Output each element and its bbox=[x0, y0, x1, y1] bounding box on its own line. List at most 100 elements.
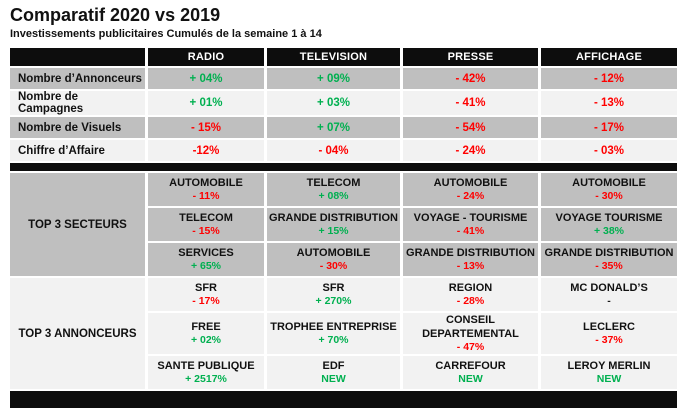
secteur-name: AUTOMOBILE bbox=[169, 177, 243, 189]
metric-value: - 04% bbox=[267, 140, 400, 161]
metric-value: + 07% bbox=[267, 117, 400, 138]
header-row: RADIO TELEVISION PRESSE AFFICHAGE bbox=[10, 48, 677, 66]
annonceur-name: LECLERC bbox=[583, 321, 635, 333]
column-header-presse: PRESSE bbox=[403, 48, 538, 66]
secteur-cell: GRANDE DISTRIBUTION - 35% bbox=[541, 243, 677, 276]
secteur-cell: TELECOM - 15% bbox=[148, 208, 264, 241]
secteur-change: - 41% bbox=[456, 225, 485, 237]
metric-label: Nombre de Campagnes bbox=[10, 91, 145, 115]
metric-value: - 15% bbox=[148, 117, 264, 138]
metric-value: - 17% bbox=[541, 117, 677, 138]
annonceur-change: - 17% bbox=[192, 295, 220, 307]
secteur-cell: GRANDE DISTRIBUTION + 15% bbox=[267, 208, 400, 241]
secteur-change: - 24% bbox=[456, 190, 485, 202]
secteur-name: AUTOMOBILE bbox=[433, 177, 508, 189]
metric-value: - 13% bbox=[541, 91, 677, 115]
secteur-name: GRANDE DISTRIBUTION bbox=[544, 247, 674, 259]
annonceur-change: NEW bbox=[596, 373, 622, 385]
annonceur-cell: REGION - 28% bbox=[403, 278, 538, 311]
metric-label: Chiffre d’Affaire bbox=[10, 140, 145, 161]
metric-value: + 04% bbox=[148, 68, 264, 89]
comparison-table: RADIO TELEVISION PRESSE AFFICHAGE Nombre… bbox=[7, 46, 680, 410]
annonceur-cell: EDF NEW bbox=[267, 356, 400, 389]
secteur-name: GRANDE DISTRIBUTION bbox=[269, 212, 398, 224]
annonceur-name: CARREFOUR bbox=[435, 360, 506, 372]
secteur-change: + 65% bbox=[190, 260, 222, 272]
secteur-name: VOYAGE TOURISME bbox=[555, 212, 663, 224]
annonceur-cell: CARREFOUR NEW bbox=[403, 356, 538, 389]
secteur-name: SERVICES bbox=[178, 247, 234, 259]
metric-label: Nombre de Visuels bbox=[10, 117, 145, 138]
separator-bar bbox=[10, 163, 677, 171]
separator-row bbox=[10, 163, 677, 171]
secteurs-group-label: TOP 3 SECTEURS bbox=[10, 173, 145, 276]
metric-value: + 01% bbox=[148, 91, 264, 115]
annonceur-name: TROPHEE ENTREPRISE bbox=[270, 321, 397, 333]
annonceur-change: NEW bbox=[458, 373, 483, 385]
secteur-name: VOYAGE - TOURISME bbox=[413, 212, 528, 224]
secteur-change: + 08% bbox=[318, 190, 349, 202]
metric-value: - 54% bbox=[403, 117, 538, 138]
secteur-change: + 15% bbox=[318, 225, 349, 237]
annonceur-change: - 28% bbox=[456, 295, 485, 307]
metric-value: - 12% bbox=[541, 68, 677, 89]
annonceur-cell: FREE + 02% bbox=[148, 313, 264, 354]
secteur-cell: VOYAGE - TOURISME - 41% bbox=[403, 208, 538, 241]
secteur-cell: AUTOMOBILE - 30% bbox=[267, 243, 400, 276]
annonceur-cell: MC DONALD’S - bbox=[541, 278, 677, 311]
metric-value: -12% bbox=[148, 140, 264, 161]
metric-value: - 41% bbox=[403, 91, 538, 115]
annonceur-change: + 270% bbox=[315, 295, 352, 307]
metric-label: Nombre d’Annonceurs bbox=[10, 68, 145, 89]
annonceur-name: FREE bbox=[191, 321, 221, 333]
annonceur-cell: SFR - 17% bbox=[148, 278, 264, 311]
secteur-cell: GRANDE DISTRIBUTION - 13% bbox=[403, 243, 538, 276]
secteur-change: - 30% bbox=[319, 260, 348, 272]
secteur-name: AUTOMOBILE bbox=[296, 247, 371, 259]
metric-row-visuels: Nombre de Visuels - 15% + 07% - 54% - 17… bbox=[10, 117, 677, 138]
column-header-empty bbox=[10, 48, 145, 66]
secteur-change: + 38% bbox=[593, 225, 625, 237]
secteur-name: TELECOM bbox=[179, 212, 233, 224]
annonceur-cell: LEROY MERLIN NEW bbox=[541, 356, 677, 389]
annonceur-name: CONSEIL DEPARTEMENTAL bbox=[422, 314, 519, 340]
secteur-cell: VOYAGE TOURISME + 38% bbox=[541, 208, 677, 241]
secteur-cell: AUTOMOBILE - 11% bbox=[148, 173, 264, 206]
metric-row-campagnes: Nombre de Campagnes + 01% + 03% - 41% - … bbox=[10, 91, 677, 115]
table-footer-bar bbox=[10, 391, 677, 408]
column-header-radio: RADIO bbox=[148, 48, 264, 66]
annonceur-change: - 37% bbox=[595, 334, 623, 346]
annonceur-cell: CONSEIL DEPARTEMENTAL - 47% bbox=[403, 313, 538, 354]
page-subtitle: Investissements publicitaires Cumulés de… bbox=[10, 28, 322, 40]
annonceurs-row-3: SANTE PUBLIQUE + 2517% EDF NEW CARREFOUR… bbox=[10, 356, 677, 389]
annonceur-cell: SANTE PUBLIQUE + 2517% bbox=[148, 356, 264, 389]
secteur-cell: TELECOM + 08% bbox=[267, 173, 400, 206]
annonceur-change: + 02% bbox=[190, 334, 222, 346]
secteur-change: - 11% bbox=[192, 190, 220, 202]
metric-value: - 24% bbox=[403, 140, 538, 161]
metric-value: + 03% bbox=[267, 91, 400, 115]
annonceur-cell: TROPHEE ENTREPRISE + 70% bbox=[267, 313, 400, 354]
annonceur-change: - 47% bbox=[456, 341, 485, 353]
column-header-television: TELEVISION bbox=[267, 48, 400, 66]
annonceurs-group-label: TOP 3 ANNONCEURS bbox=[10, 278, 145, 389]
secteur-cell: SERVICES + 65% bbox=[148, 243, 264, 276]
secteur-cell: AUTOMOBILE - 30% bbox=[541, 173, 677, 206]
secteur-name: GRANDE DISTRIBUTION bbox=[406, 247, 535, 259]
annonceur-name: SANTE PUBLIQUE bbox=[157, 360, 255, 372]
footer-row bbox=[10, 391, 677, 408]
secteur-change: - 35% bbox=[595, 260, 623, 272]
annonceur-name: MC DONALD’S bbox=[570, 282, 648, 294]
annonceur-change: + 70% bbox=[318, 334, 349, 346]
secteur-name: AUTOMOBILE bbox=[572, 177, 646, 189]
metric-value: + 09% bbox=[267, 68, 400, 89]
annonceur-name: LEROY MERLIN bbox=[567, 360, 651, 372]
secteurs-row-1: TOP 3 SECTEURS AUTOMOBILE - 11% TELECOM … bbox=[10, 173, 677, 276]
secteurs-row-3: SERVICES + 65% AUTOMOBILE - 30% GRANDE D… bbox=[10, 243, 677, 276]
annonceur-name: EDF bbox=[322, 360, 345, 372]
page-title: Comparatif 2020 vs 2019 bbox=[10, 5, 221, 25]
metric-row-annonceurs: Nombre d’Annonceurs + 04% + 09% - 42% - … bbox=[10, 68, 677, 89]
secteur-cell: AUTOMOBILE - 24% bbox=[403, 173, 538, 206]
annonceur-name: REGION bbox=[448, 282, 493, 294]
